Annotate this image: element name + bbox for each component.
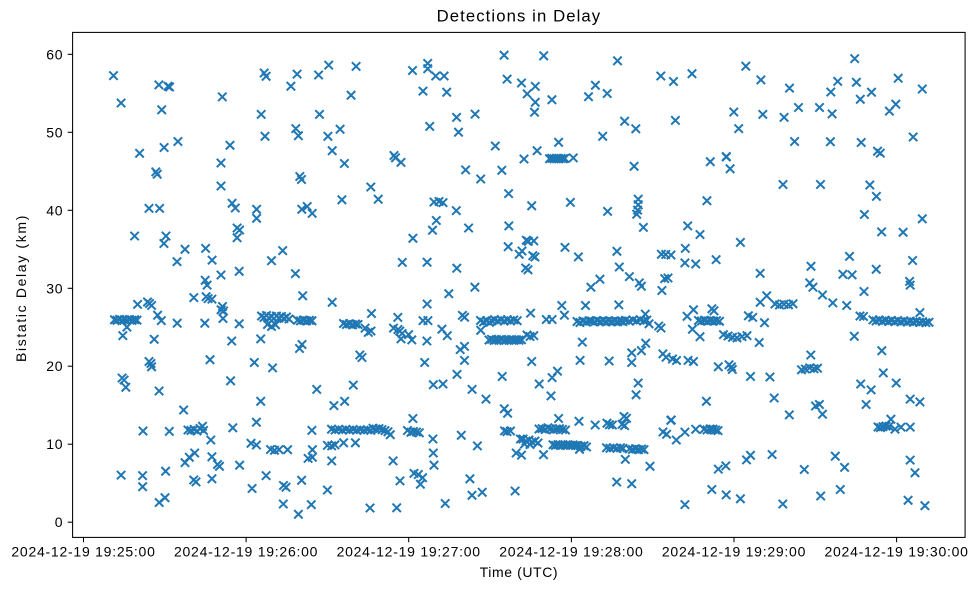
svg-text:Bistatic Delay (km): Bistatic Delay (km) [13,214,29,362]
svg-text:Time (UTC): Time (UTC) [480,564,559,580]
svg-text:2024-12-19 19:25:00: 2024-12-19 19:25:00 [11,544,155,560]
svg-text:30: 30 [46,280,63,296]
svg-text:Detections in Delay: Detections in Delay [437,7,602,26]
svg-text:2024-12-19 19:26:00: 2024-12-19 19:26:00 [174,544,318,560]
svg-text:10: 10 [46,436,63,452]
svg-text:0: 0 [55,514,64,530]
svg-text:20: 20 [46,358,63,374]
svg-text:2024-12-19 19:30:00: 2024-12-19 19:30:00 [824,544,968,560]
svg-text:40: 40 [46,202,63,218]
svg-text:60: 60 [46,46,63,62]
svg-text:2024-12-19 19:27:00: 2024-12-19 19:27:00 [337,544,481,560]
svg-text:2024-12-19 19:28:00: 2024-12-19 19:28:00 [499,544,643,560]
svg-text:2024-12-19 19:29:00: 2024-12-19 19:29:00 [662,544,806,560]
svg-text:50: 50 [46,124,63,140]
